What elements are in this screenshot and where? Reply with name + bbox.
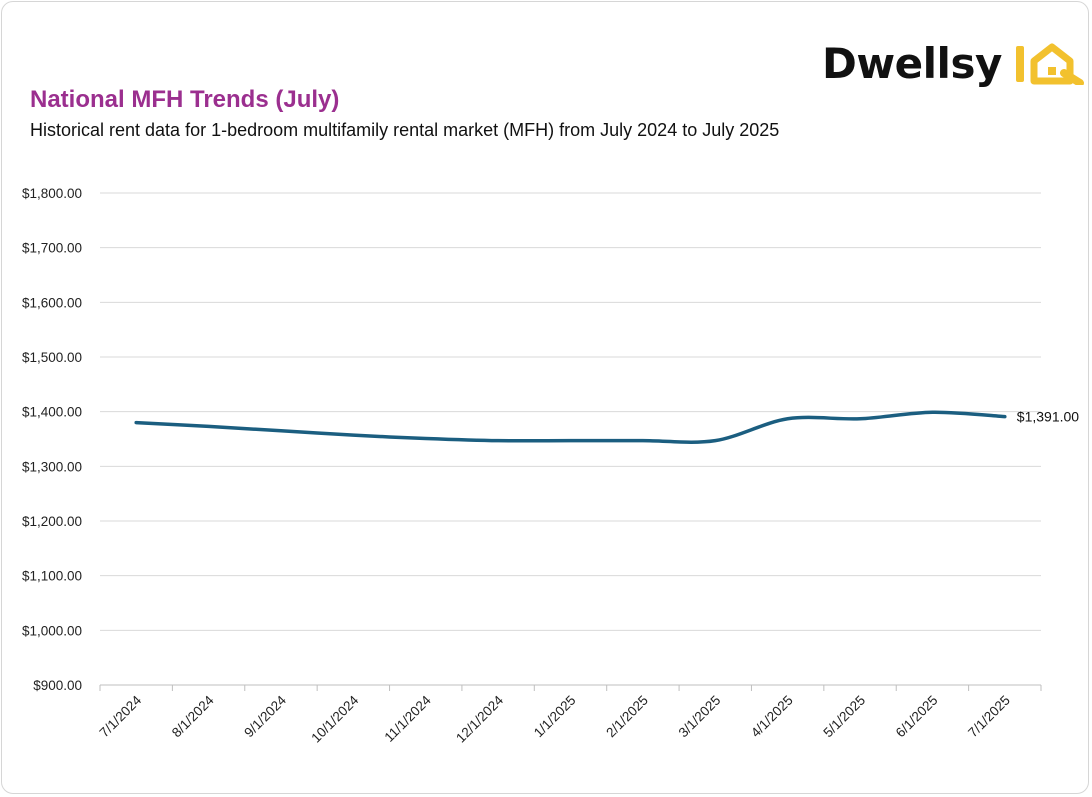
y-axis-ticks: $900.00 $1,000.00 $1,100.00 $1,200.00 $1,300…	[22, 186, 82, 693]
x-tick-label: 6/1/2025	[893, 693, 941, 741]
logo-wordmark: Dwellsy	[822, 39, 1002, 88]
x-tick-label: 7/1/2025	[965, 693, 1013, 741]
y-tick-label: $1,300.00	[22, 459, 82, 474]
y-tick-label: $1,700.00	[22, 241, 82, 256]
x-tick-label: 7/1/2024	[97, 692, 145, 740]
x-tick-label: 2/1/2025	[603, 693, 651, 741]
x-tick-label: 3/1/2025	[676, 693, 724, 741]
x-tick-label: 11/1/2024	[381, 692, 434, 745]
dwellsy-iq-logo: Dwellsy	[822, 38, 1088, 90]
y-tick-label: $900.00	[33, 678, 82, 693]
x-tick-label: 9/1/2024	[241, 692, 289, 740]
rent-series-line	[134, 410, 1007, 444]
x-tick-label: 12/1/2024	[453, 692, 506, 745]
x-tick-label: 4/1/2025	[748, 693, 796, 741]
y-tick-label: $1,400.00	[22, 405, 82, 420]
y-tick-label: $1,000.00	[22, 623, 82, 638]
logo-iq-mark	[1014, 43, 1088, 85]
iq-house-icon	[1015, 43, 1084, 85]
x-tick-label: 1/1/2025	[531, 693, 579, 741]
y-tick-label: $1,800.00	[22, 186, 82, 201]
x-tick-label: 8/1/2024	[169, 692, 217, 740]
x-tick-label: 10/1/2024	[308, 692, 361, 745]
x-axis-ticks: 7/1/2024 8/1/2024 9/1/2024 10/1/2024 11/1/20…	[97, 692, 1013, 745]
grid-lines	[99, 192, 1042, 691]
chart-title: National MFH Trends (July)	[30, 86, 340, 113]
last-value-label: $1,391.00	[1017, 409, 1079, 425]
y-tick-label: $1,200.00	[22, 514, 82, 529]
chart-subtitle: Historical rent data for 1-bedroom multi…	[30, 120, 780, 140]
y-tick-label: $1,100.00	[22, 569, 82, 584]
y-tick-label: $1,600.00	[22, 295, 82, 310]
x-tick-label: 5/1/2025	[820, 693, 868, 741]
y-tick-label: $1,500.00	[22, 350, 82, 365]
